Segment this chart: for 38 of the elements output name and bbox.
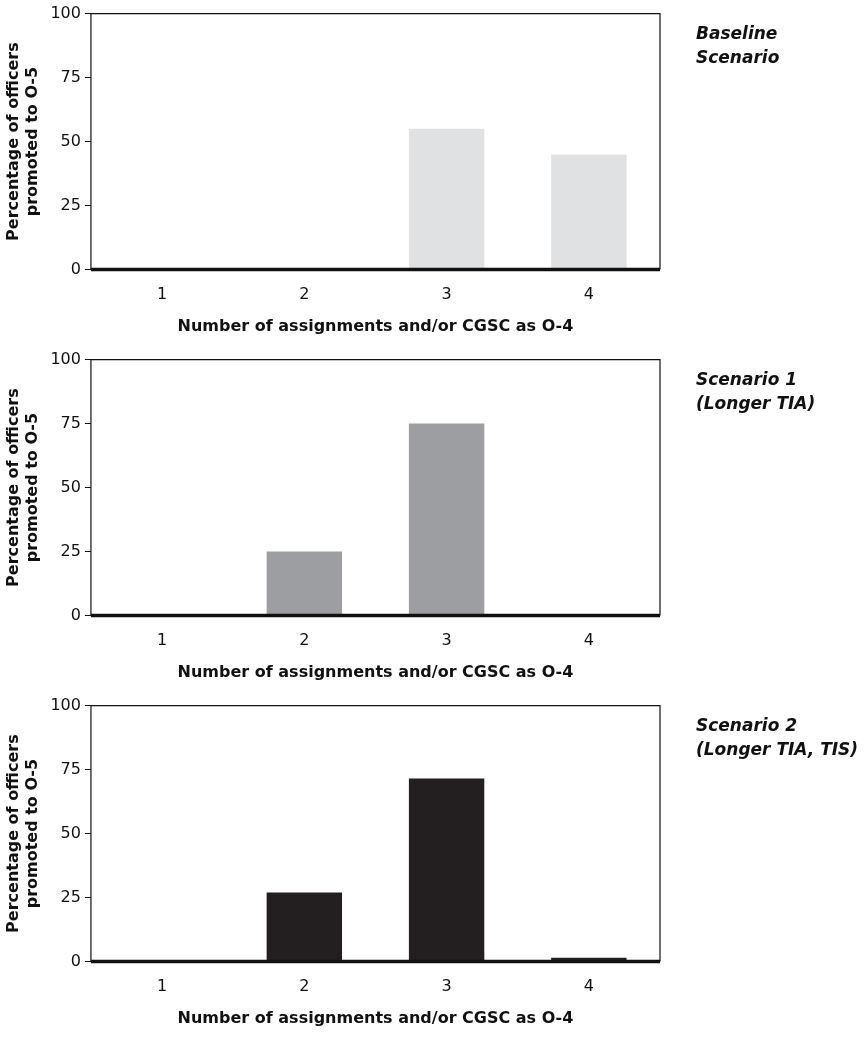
y-tick-label: 75	[60, 412, 81, 432]
x-tick-label: 2	[299, 976, 310, 996]
y-tick-label: 25	[60, 886, 81, 906]
x-tick-label: 4	[583, 284, 594, 304]
y-tick-label: 100	[50, 2, 81, 22]
y-axis-title: Percentage of officers promoted to O-5	[2, 42, 41, 241]
y-tick-label: 50	[60, 822, 81, 842]
y-tick-label: 0	[70, 258, 81, 278]
x-axis-title: Number of assignments and/or CGSC as O-4	[177, 661, 574, 681]
x-tick-label: 3	[441, 630, 452, 650]
x-axis-title: Number of assignments and/or CGSC as O-4	[177, 1007, 574, 1027]
text: Scenario 1 (Longer TIA)	[696, 368, 816, 413]
text: Scenario 2 (Longer TIA, TIS)	[696, 714, 859, 759]
y-axis-title: Percentage of officers promoted to O-5	[2, 388, 41, 587]
x-tick-label: 1	[156, 976, 168, 996]
y-tick-label: 75	[60, 758, 81, 778]
bar	[266, 892, 343, 962]
y-axis-title: Percentage of officers promoted to O-5	[2, 734, 41, 933]
x-tick-label: 1	[156, 630, 168, 650]
y-tick-label: 50	[60, 476, 81, 496]
y-tick-label: 100	[50, 694, 81, 714]
y-tick-label: 0	[70, 604, 81, 624]
y-tick-label: 25	[60, 540, 81, 560]
x-tick-label: 3	[441, 284, 452, 304]
bar	[408, 778, 485, 962]
y-tick-label: 0	[70, 950, 81, 970]
x-tick-label: 2	[299, 284, 310, 304]
x-tick-label: 1	[156, 284, 168, 304]
y-tick-label: 100	[50, 348, 81, 368]
y-tick-label: 50	[60, 130, 81, 150]
x-tick-label: 2	[299, 630, 310, 650]
x-axis-title: Number of assignments and/or CGSC as O-4	[177, 315, 574, 335]
y-tick-label: 25	[60, 194, 81, 214]
y-tick-label: 75	[60, 66, 81, 86]
x-tick-label: 3	[441, 976, 452, 996]
x-tick-label: 4	[583, 630, 594, 650]
text: Baseline Scenario	[696, 22, 780, 67]
x-tick-label: 4	[583, 976, 594, 996]
